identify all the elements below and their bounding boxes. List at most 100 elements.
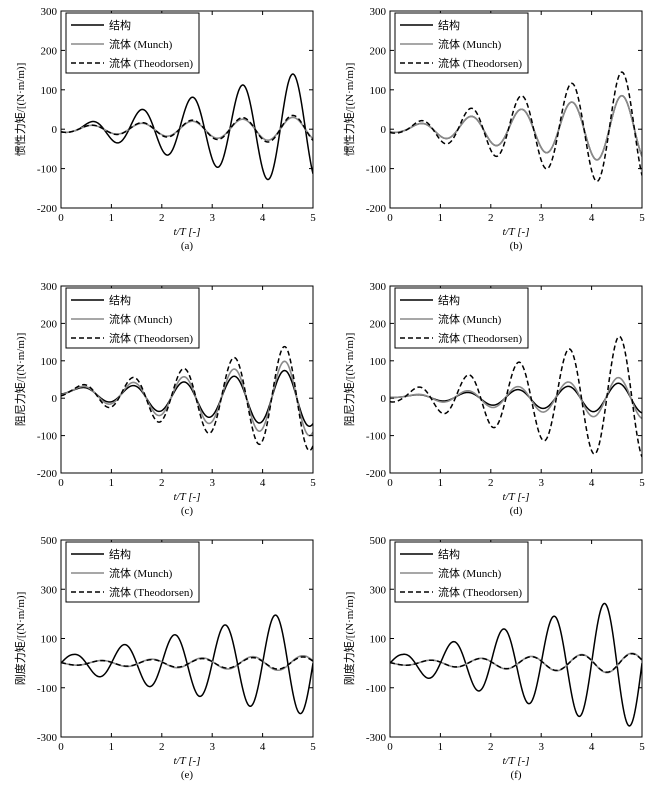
x-tick-label: 1 xyxy=(438,477,444,489)
y-axis-label: 刚度力矩/[(N·m/m)] xyxy=(342,592,356,685)
y-axis-label: 刚度力矩/[(N·m/m)] xyxy=(13,592,27,685)
x-tick-label: 4 xyxy=(260,741,266,753)
x-axis-label: t/T [-] xyxy=(502,755,529,767)
x-tick-label: 5 xyxy=(310,741,316,753)
x-tick-label: 3 xyxy=(209,477,215,489)
y-tick-label: -100 xyxy=(366,164,387,176)
series-line xyxy=(61,614,313,715)
x-tick-label: 2 xyxy=(159,477,165,489)
legend-label: 结构 xyxy=(109,547,131,561)
legend-label: 流体 (Theodorsen) xyxy=(438,331,522,345)
series-line xyxy=(390,653,642,673)
x-tick-label: 0 xyxy=(58,477,64,489)
series-line xyxy=(390,376,642,420)
y-axis-label: 惯性力矩/[(N·m/m)] xyxy=(13,63,27,156)
y-tick-label: 0 xyxy=(381,393,387,405)
x-tick-label: 3 xyxy=(538,741,544,753)
axes-frame xyxy=(389,285,643,474)
x-axis-label: t/T [-] xyxy=(502,226,529,238)
legend-label: 结构 xyxy=(438,293,460,307)
panel-label: (e) xyxy=(181,769,194,781)
axes-frame xyxy=(60,285,314,474)
x-tick-label: 5 xyxy=(639,477,645,489)
x-axis-label: t/T [-] xyxy=(173,226,200,238)
panel-label: (a) xyxy=(181,240,194,252)
y-tick-label: 0 xyxy=(52,393,58,405)
x-tick-label: 4 xyxy=(260,477,266,489)
legend-label: 流体 (Theodorsen) xyxy=(109,331,193,345)
y-tick-label: 300 xyxy=(370,584,387,596)
series-line xyxy=(61,656,313,670)
y-tick-label: 200 xyxy=(41,318,58,330)
x-tick-label: 1 xyxy=(109,212,115,224)
y-tick-label: 200 xyxy=(370,45,387,57)
x-tick-label: 5 xyxy=(310,477,316,489)
legend-label: 流体 (Theodorsen) xyxy=(438,56,522,70)
legend-label: 流体 (Theodorsen) xyxy=(109,56,193,70)
series-line xyxy=(61,360,313,437)
legend-label: 流体 (Munch) xyxy=(438,37,502,51)
panel-label: (f) xyxy=(511,769,522,781)
y-tick-label: 300 xyxy=(41,281,58,293)
y-tick-label: -200 xyxy=(366,203,387,215)
panel-label: (c) xyxy=(181,505,194,517)
y-tick-label: -300 xyxy=(37,732,58,744)
x-tick-label: 2 xyxy=(488,477,494,489)
y-tick-label: 500 xyxy=(370,535,387,547)
y-tick-label: 200 xyxy=(370,318,387,330)
x-tick-label: 2 xyxy=(159,741,165,753)
series-group xyxy=(61,345,313,452)
y-tick-label: 100 xyxy=(41,356,58,368)
y-tick-label: 300 xyxy=(41,6,58,18)
x-axis-label: t/T [-] xyxy=(502,491,529,503)
series-group xyxy=(390,71,642,183)
y-tick-label: 100 xyxy=(370,356,387,368)
y-tick-label: -300 xyxy=(366,732,387,744)
chart-panel: 0 1 2 3 4 5 -300 -100 100 300 500 t/T [-] (e) 刚度力矩/[(… xyxy=(13,535,316,781)
x-tick-label: 1 xyxy=(438,741,444,753)
x-tick-label: 1 xyxy=(438,212,444,224)
y-tick-label: -200 xyxy=(37,468,58,480)
legend-label: 流体 (Munch) xyxy=(109,37,173,51)
series-line xyxy=(390,71,642,183)
x-tick-label: 3 xyxy=(209,212,215,224)
series-group xyxy=(61,73,313,181)
y-tick-label: 500 xyxy=(41,535,58,547)
legend-label: 流体 (Munch) xyxy=(109,566,173,580)
y-tick-label: 100 xyxy=(41,85,58,97)
x-tick-label: 2 xyxy=(488,212,494,224)
y-tick-label: 0 xyxy=(52,124,58,136)
legend-label: 流体 (Theodorsen) xyxy=(109,585,193,599)
legend-label: 结构 xyxy=(438,547,460,561)
y-tick-label: 100 xyxy=(370,85,387,97)
x-tick-label: 4 xyxy=(589,477,595,489)
x-axis-label: t/T [-] xyxy=(173,491,200,503)
y-tick-label: -100 xyxy=(366,683,387,695)
y-tick-label: 100 xyxy=(41,634,58,646)
y-tick-label: 300 xyxy=(370,281,387,293)
y-tick-label: 0 xyxy=(381,124,387,136)
y-tick-label: -200 xyxy=(366,468,387,480)
panel-label: (b) xyxy=(510,240,523,252)
y-axis-label: 惯性力矩/[(N·m/m)] xyxy=(342,63,356,156)
x-tick-label: 4 xyxy=(260,212,266,224)
series-line xyxy=(390,602,642,727)
y-tick-label: 300 xyxy=(41,584,58,596)
x-tick-label: 3 xyxy=(538,212,544,224)
x-tick-label: 1 xyxy=(109,477,115,489)
x-tick-label: 2 xyxy=(159,212,165,224)
legend-label: 流体 (Theodorsen) xyxy=(438,585,522,599)
x-tick-label: 5 xyxy=(639,741,645,753)
x-tick-label: 0 xyxy=(387,741,393,753)
y-axis-label: 阻尼力矩/[(N·m/m)] xyxy=(343,333,356,426)
chart-panel: 0 1 2 3 4 5 -200 -100 0 100 200 300 t/T [-] (b) 惯性力矩/[… xyxy=(342,6,645,252)
legend-label: 结构 xyxy=(109,293,131,307)
x-tick-label: 5 xyxy=(639,212,645,224)
x-tick-label: 5 xyxy=(310,212,316,224)
x-tick-label: 0 xyxy=(387,212,393,224)
x-axis-label: t/T [-] xyxy=(173,755,200,767)
axes-frame xyxy=(389,10,643,209)
x-tick-label: 3 xyxy=(209,741,215,753)
legend-label: 结构 xyxy=(438,18,460,32)
